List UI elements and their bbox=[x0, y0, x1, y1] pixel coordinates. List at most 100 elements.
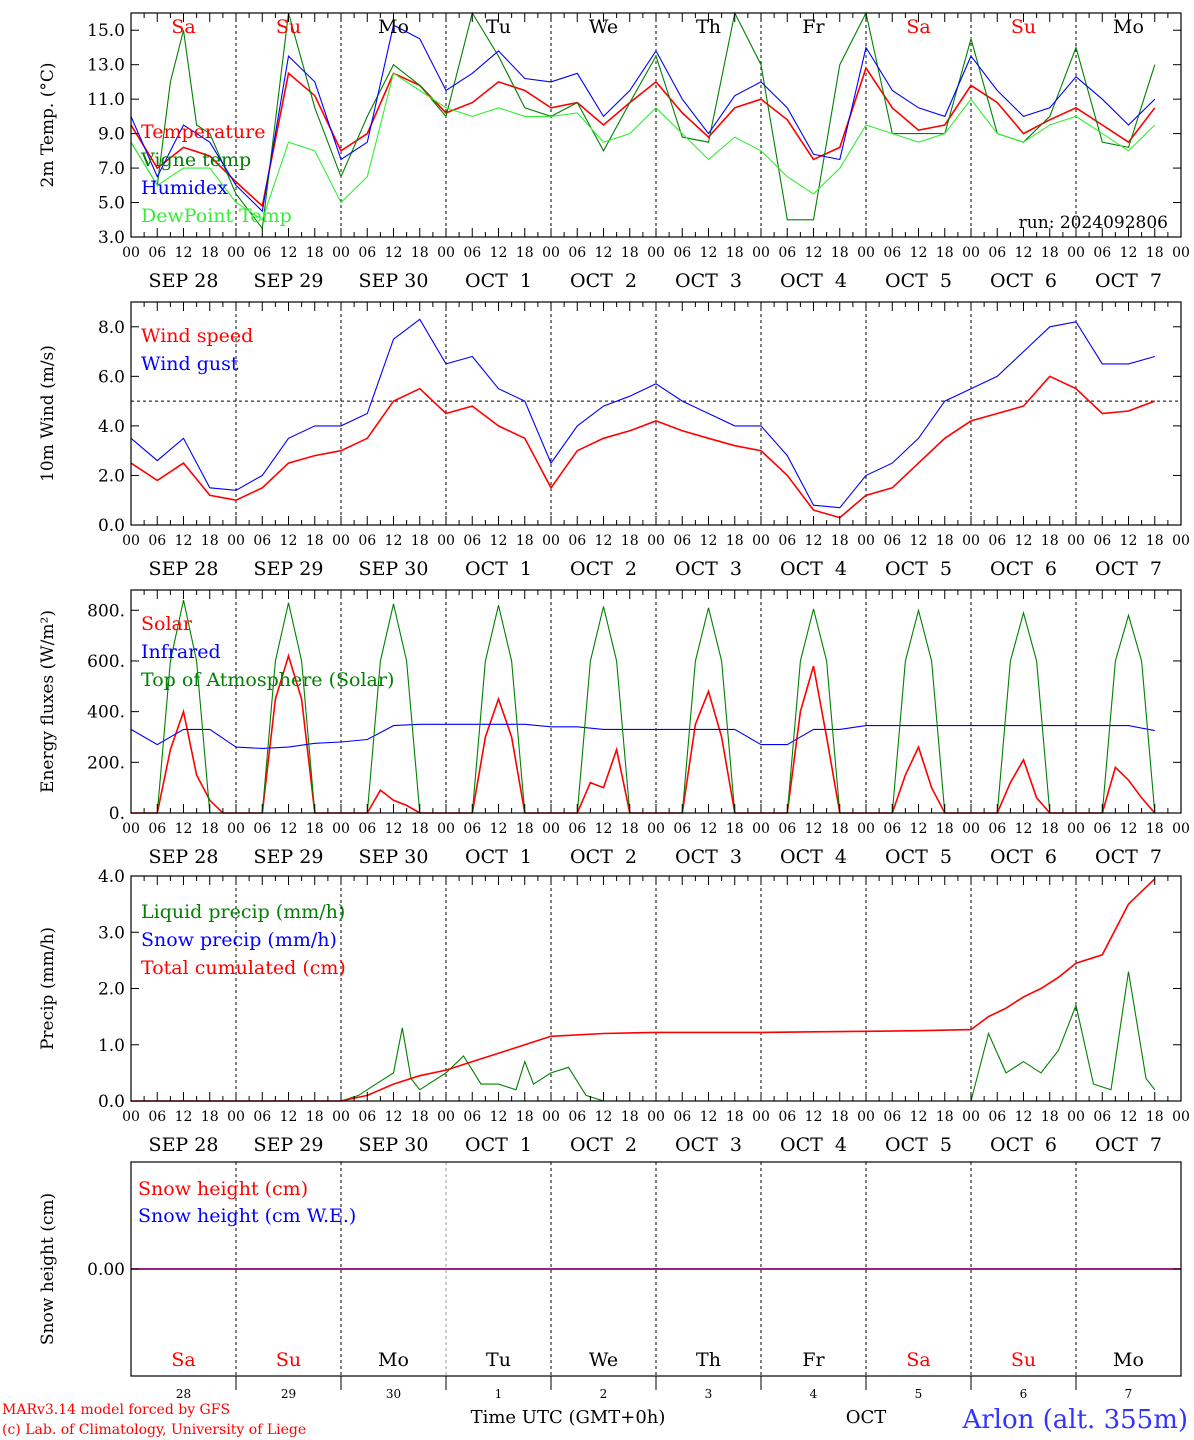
date-label: OCT 3 bbox=[675, 270, 742, 292]
hour-label: 18 bbox=[621, 1109, 639, 1125]
hour-label: 00 bbox=[962, 1109, 980, 1125]
legend-entry: Snow precip (mm/h) bbox=[141, 929, 337, 951]
day-number: 28 bbox=[176, 1387, 191, 1401]
hour-label: 12 bbox=[385, 533, 403, 549]
legend-entry: Top of Atmosphere (Solar) bbox=[141, 669, 394, 691]
series-line bbox=[130, 318, 1155, 509]
hour-label: 12 bbox=[595, 245, 613, 261]
day-name-top: Sa bbox=[171, 16, 195, 38]
legend-entry: Total cumulated (cm) bbox=[141, 957, 346, 979]
day-name-top: Fr bbox=[802, 16, 825, 38]
date-label: OCT 2 bbox=[570, 270, 637, 292]
hour-label: 00 bbox=[437, 821, 455, 837]
day-name-bottom: Sa bbox=[906, 1349, 930, 1371]
hour-label: 12 bbox=[490, 821, 508, 837]
hour-label: 12 bbox=[700, 533, 718, 549]
date-label: OCT 3 bbox=[675, 1134, 742, 1156]
date-label: OCT 2 bbox=[570, 846, 637, 868]
hour-label: 00 bbox=[647, 533, 665, 549]
hour-label: 00 bbox=[542, 1109, 560, 1125]
y-tick-label: 3.0 bbox=[98, 923, 125, 943]
date-label: OCT 2 bbox=[570, 558, 637, 580]
series-line bbox=[131, 599, 1156, 814]
date-label: SEP 28 bbox=[149, 270, 219, 292]
hour-label: 12 bbox=[1015, 821, 1033, 837]
hour-label: 00 bbox=[752, 245, 770, 261]
hour-label: 12 bbox=[805, 1109, 823, 1125]
date-label: SEP 30 bbox=[359, 1134, 429, 1156]
hour-label: 00 bbox=[1067, 245, 1085, 261]
hour-label: 06 bbox=[463, 821, 481, 837]
y-tick-label: 15.0 bbox=[87, 21, 125, 41]
hour-label: 06 bbox=[253, 245, 271, 261]
hour-label: 00 bbox=[752, 533, 770, 549]
hour-label: 12 bbox=[805, 245, 823, 261]
hour-label: 12 bbox=[910, 821, 928, 837]
hour-label: 18 bbox=[306, 533, 324, 549]
hour-label: 00 bbox=[1172, 1109, 1190, 1125]
legend-entry: Wind speed bbox=[141, 325, 253, 347]
y-tick-label: 5.0 bbox=[98, 194, 125, 214]
y-tick-label: 0.00 bbox=[87, 1260, 125, 1280]
hour-label: 06 bbox=[1093, 533, 1111, 549]
hour-label: 18 bbox=[201, 821, 219, 837]
hour-label: 06 bbox=[673, 533, 691, 549]
day-number: 29 bbox=[281, 1387, 296, 1401]
hour-label: 12 bbox=[385, 1109, 403, 1125]
date-label: OCT 7 bbox=[1095, 846, 1162, 868]
hour-label: 00 bbox=[647, 1109, 665, 1125]
hour-label: 06 bbox=[568, 821, 586, 837]
y-axis-label: Snow height (cm) bbox=[38, 1193, 58, 1345]
hour-label: 12 bbox=[1015, 533, 1033, 549]
model-credit: MARv3.14 model forced by GFS bbox=[2, 1402, 230, 1418]
legend-entry: DewPoint Temp bbox=[141, 205, 292, 227]
day-name-bottom: Su bbox=[1011, 1349, 1036, 1371]
hour-label: 12 bbox=[280, 245, 298, 261]
hour-label: 12 bbox=[1015, 245, 1033, 261]
hour-label: 00 bbox=[1067, 821, 1085, 837]
y-tick-label: 2.0 bbox=[98, 466, 125, 486]
hour-label: 18 bbox=[1146, 821, 1164, 837]
day-name-bottom: Tu bbox=[486, 1349, 511, 1371]
hour-label: 00 bbox=[542, 533, 560, 549]
hour-label: 00 bbox=[437, 533, 455, 549]
day-name-top: We bbox=[589, 16, 618, 38]
day-name-top: Su bbox=[1011, 16, 1036, 38]
hour-label: 00 bbox=[857, 821, 875, 837]
hour-label: 18 bbox=[516, 245, 534, 261]
hour-label: 06 bbox=[148, 1109, 166, 1125]
hour-label: 00 bbox=[332, 533, 350, 549]
hour-label: 18 bbox=[831, 1109, 849, 1125]
hour-label: 06 bbox=[358, 533, 376, 549]
date-label: SEP 28 bbox=[149, 558, 219, 580]
y-axis-label: Energy fluxes (W/m²) bbox=[38, 610, 58, 793]
day-name-bottom: Th bbox=[696, 1349, 721, 1371]
day-number: 5 bbox=[915, 1387, 923, 1401]
legend-entry: Snow height (cm) bbox=[138, 1178, 308, 1200]
y-tick-label: 600. bbox=[87, 652, 125, 672]
series-line bbox=[130, 66, 1156, 208]
hour-label: 06 bbox=[673, 821, 691, 837]
y-axis-label: 10m Wind (m/s) bbox=[38, 345, 58, 482]
date-label: OCT 7 bbox=[1095, 270, 1162, 292]
hour-label: 06 bbox=[253, 1109, 271, 1125]
legend-entry: Vigne temp bbox=[140, 149, 251, 171]
date-label: OCT 3 bbox=[675, 846, 742, 868]
date-label: OCT 5 bbox=[885, 1134, 952, 1156]
hour-label: 18 bbox=[621, 533, 639, 549]
y-axis-label: 2m Temp. (°C) bbox=[38, 62, 58, 187]
panel-frame bbox=[130, 589, 1182, 814]
hour-label: 18 bbox=[306, 245, 324, 261]
y-tick-label: 4.0 bbox=[98, 417, 125, 437]
y-tick-label: 0.0 bbox=[98, 516, 125, 536]
hour-label: 12 bbox=[700, 821, 718, 837]
month-label: OCT bbox=[846, 1407, 887, 1428]
hour-label: 00 bbox=[962, 821, 980, 837]
y-tick-label: 7.0 bbox=[98, 159, 125, 179]
lab-credit: (c) Lab. of Climatology, University of L… bbox=[2, 1422, 306, 1438]
hour-label: 06 bbox=[988, 1109, 1006, 1125]
hour-label: 12 bbox=[490, 533, 508, 549]
hour-label: 00 bbox=[1172, 245, 1190, 261]
hour-label: 18 bbox=[411, 245, 429, 261]
hour-label: 18 bbox=[1041, 533, 1059, 549]
